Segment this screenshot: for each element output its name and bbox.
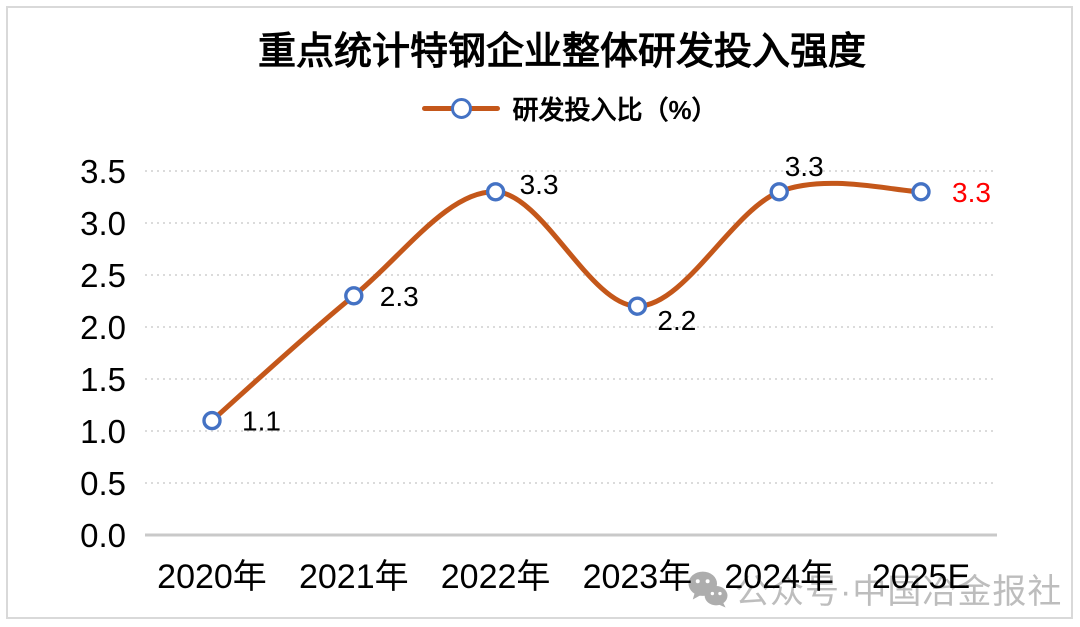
series-line: [209, 180, 924, 424]
x-axis-tick-label: 2023年: [583, 558, 693, 596]
y-axis-tick-label: 1.0: [80, 413, 126, 450]
data-point-label: 2.2: [657, 305, 696, 336]
wechat-icon: [688, 571, 728, 608]
data-point-label: 3.3: [520, 169, 559, 200]
data-point-marker: [911, 182, 931, 202]
y-axis-tick-label: 2.0: [80, 309, 126, 346]
data-point-marker: [202, 410, 222, 431]
watermark: 公众号·中国冶金报社: [687, 564, 1062, 613]
legend-label: 研发投入比（%）: [512, 95, 718, 125]
y-axis-tick-label: 1.5: [80, 361, 126, 398]
legend-circle-marker: [450, 98, 472, 119]
data-point-marker: [485, 182, 506, 202]
data-point-label: 1.1: [242, 406, 281, 437]
data-point-marker: [769, 182, 789, 202]
y-axis-tick-label: 0.0: [80, 517, 126, 554]
y-axis-tick-label: 0.5: [80, 465, 126, 502]
legend-line-marker-icon: [422, 98, 501, 119]
data-point-label: 2.3: [380, 281, 419, 312]
x-axis-tick-label: 2020年: [157, 558, 267, 596]
data-point-marker: [627, 296, 648, 316]
data-point-label: 3.3: [785, 151, 824, 182]
x-axis-tick-label: 2021年: [299, 558, 409, 596]
data-point-marker: [344, 286, 364, 306]
y-axis-tick-label: 3.0: [80, 205, 126, 242]
y-axis-tick-label: 3.5: [80, 153, 126, 190]
x-axis-tick-label: 2024年: [724, 558, 834, 596]
x-axis-tick-label: 2022年: [441, 558, 551, 596]
legend: 研发投入比（%）: [30, 90, 1080, 127]
watermark-text: 公众号·中国冶金报社: [735, 573, 1063, 611]
chart-title: 重点统计特钢企业整体研发投入强度: [257, 31, 866, 73]
y-axis-tick-label: 2.5: [80, 257, 126, 294]
x-axis-tick-label: 2025E: [872, 558, 970, 596]
data-point-label: 3.3: [952, 177, 991, 208]
